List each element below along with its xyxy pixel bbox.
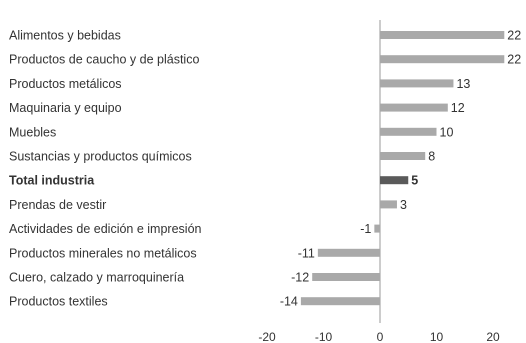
bar bbox=[374, 224, 380, 233]
bar bbox=[380, 79, 454, 88]
bar bbox=[300, 297, 380, 306]
data-label: -14 bbox=[280, 295, 298, 309]
category-label: Total industria bbox=[9, 174, 95, 188]
x-tick-label: -20 bbox=[258, 330, 276, 343]
bar bbox=[380, 103, 448, 112]
data-label: 3 bbox=[400, 198, 407, 212]
bars bbox=[300, 31, 505, 306]
category-label: Muebles bbox=[9, 125, 56, 139]
bar bbox=[380, 127, 437, 136]
data-label: 8 bbox=[428, 150, 435, 164]
category-label: Productos minerales no metálicos bbox=[9, 246, 197, 260]
x-tick-label: 0 bbox=[377, 330, 384, 343]
x-tick-label: 20 bbox=[486, 330, 500, 343]
category-label: Productos textiles bbox=[9, 295, 108, 309]
x-tick-label: -10 bbox=[315, 330, 333, 343]
data-label: -11 bbox=[298, 246, 315, 260]
category-label: Productos de caucho y de plástico bbox=[9, 53, 199, 67]
data-label: 5 bbox=[411, 174, 418, 188]
category-label: Actividades de edición e impresión bbox=[9, 222, 202, 236]
bar bbox=[380, 200, 397, 209]
data-label: 10 bbox=[440, 125, 454, 139]
x-tick-label: 10 bbox=[430, 330, 444, 343]
category-label: Alimentos y bebidas bbox=[9, 29, 121, 43]
value-labels: 22 22 13 12 10 853 -1 -11 -12 -14 bbox=[280, 29, 521, 309]
category-label: Productos metálicos bbox=[9, 77, 122, 91]
data-label: 12 bbox=[451, 101, 465, 115]
bar bbox=[380, 55, 505, 64]
category-label: Maquinaria y equipo bbox=[9, 101, 122, 115]
category-label: Sustancias y productos químicos bbox=[9, 150, 192, 164]
data-label: -1 bbox=[360, 222, 371, 236]
bar bbox=[380, 176, 409, 185]
category-label: Prendas de vestir bbox=[9, 198, 106, 212]
bar bbox=[380, 152, 426, 160]
data-label: -12 bbox=[291, 271, 309, 285]
bar bbox=[312, 273, 380, 281]
x-tick-labels: -20 -10 0 10 20 bbox=[258, 330, 500, 343]
data-label: 22 bbox=[507, 53, 521, 67]
data-label: 22 bbox=[507, 29, 521, 43]
data-label: 13 bbox=[456, 77, 470, 91]
category-labels: Alimentos y bebidas Productos de caucho y… bbox=[9, 29, 202, 309]
bar bbox=[380, 31, 505, 39]
bar bbox=[317, 248, 380, 257]
category-label: Cuero, calzado y marroquinería bbox=[9, 271, 184, 285]
